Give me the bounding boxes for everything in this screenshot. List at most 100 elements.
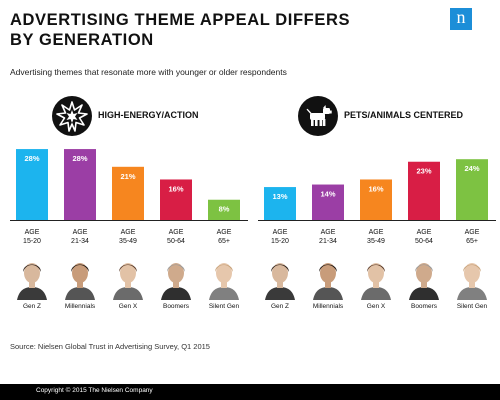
- age-label: AGE 35-49: [356, 228, 396, 246]
- generation-label: Silent Gen: [456, 303, 488, 310]
- generation-item: Silent Gen: [204, 256, 244, 318]
- age-label-range: 35-49: [119, 238, 137, 245]
- person-portrait-icon: [313, 263, 343, 300]
- subtitle: Advertising themes that resonate more wi…: [10, 67, 287, 77]
- generation-item: Boomers: [404, 256, 444, 318]
- age-label: AGE 21-34: [308, 228, 348, 246]
- generation-label: Silent Gen: [208, 303, 240, 310]
- logo-letter: n: [456, 7, 466, 27]
- starburst-icon: [52, 96, 92, 136]
- generation-label: Gen Z: [22, 303, 42, 310]
- bar-value-label: 24%: [464, 164, 479, 173]
- footer-bar: Copyright © 2015 The Nielsen Company: [0, 384, 500, 400]
- age-label-range: 21-34: [319, 238, 337, 245]
- page-title: ADVERTISING THEME APPEAL DIFFERS BY GENE…: [10, 10, 350, 50]
- generation-item: Gen Z: [12, 256, 52, 318]
- age-label-range: 65+: [466, 238, 478, 245]
- generation-item: Millennials: [308, 256, 348, 318]
- age-label: AGE 50-64: [404, 228, 444, 246]
- bar-value-label: 28%: [72, 154, 87, 163]
- generation-label: Gen Z: [270, 303, 290, 310]
- bar-chart-high-energy: 28% 28% 21% 16% 8%: [10, 149, 248, 221]
- age-label-prefix: AGE: [72, 229, 88, 236]
- age-label-range: 50-64: [415, 238, 433, 245]
- age-labels: AGE 15-20 AGE 21-34 AGE 35-49 AGE 50-64 AGE 65+: [10, 228, 242, 250]
- age-label: AGE 35-49: [108, 228, 148, 246]
- age-label: AGE 21-34: [60, 228, 100, 246]
- copyright-text: Copyright © 2015 The Nielsen Company: [36, 387, 153, 394]
- person-portrait-icon: [161, 263, 191, 300]
- person-portrait-icon: [457, 263, 487, 300]
- age-label-prefix: AGE: [120, 229, 136, 236]
- panel-pets-animals: PETS/ANIMALS CENTERED 13% 14% 16% 23% 24% AG…: [258, 96, 496, 328]
- bar: [112, 166, 144, 220]
- generation-portraits: Gen Z Millennials Gen X Boomers Silent Gen: [10, 256, 242, 318]
- bar-value-label: 28%: [24, 154, 39, 163]
- age-label: AGE 15-20: [12, 228, 52, 246]
- generation-label: Boomers: [162, 303, 189, 310]
- age-label: AGE 50-64: [156, 228, 196, 246]
- bar: [456, 159, 488, 220]
- title-line-1: ADVERTISING THEME APPEAL DIFFERS: [10, 11, 351, 29]
- age-label-prefix: AGE: [320, 229, 336, 236]
- age-label: AGE 65+: [452, 228, 492, 246]
- age-labels: AGE 15-20 AGE 21-34 AGE 35-49 AGE 50-64 AGE 65+: [258, 228, 490, 250]
- source-note: Source: Nielsen Global Trust in Advertis…: [10, 342, 210, 351]
- bar-value-label: 21%: [120, 172, 135, 181]
- age-label-prefix: AGE: [216, 229, 232, 236]
- generation-item: Gen Z: [260, 256, 300, 318]
- age-label-range: 35-49: [367, 238, 385, 245]
- bar-value-label: 13%: [272, 192, 287, 201]
- bar-value-label: 8%: [219, 205, 230, 214]
- person-portrait-icon: [65, 263, 95, 300]
- panel-high-energy: HIGH-ENERGY/ACTION 28% 28% 21% 16% 8% AGE 15-…: [10, 96, 248, 328]
- title-line-2: BY GENERATION: [10, 31, 154, 49]
- age-label: AGE 65+: [204, 228, 244, 246]
- generation-item: Gen X: [356, 256, 396, 318]
- bar: [408, 161, 440, 220]
- age-label-prefix: AGE: [368, 229, 384, 236]
- generation-portraits: Gen Z Millennials Gen X Boomers Silent Gen: [258, 256, 490, 318]
- bar: [264, 187, 296, 220]
- chart-title: PETS/ANIMALS CENTERED: [344, 110, 464, 120]
- age-label-prefix: AGE: [272, 229, 288, 236]
- bar: [360, 179, 392, 220]
- generation-label: Gen X: [118, 303, 138, 310]
- age-label-range: 15-20: [23, 238, 41, 245]
- generation-label: Millennials: [64, 303, 96, 310]
- generation-item: Silent Gen: [452, 256, 492, 318]
- dog-icon: [298, 96, 338, 136]
- age-label: AGE 15-20: [260, 228, 300, 246]
- age-label-prefix: AGE: [416, 229, 432, 236]
- generation-label: Millennials: [312, 303, 344, 310]
- person-portrait-icon: [265, 263, 295, 300]
- generation-item: Gen X: [108, 256, 148, 318]
- age-label-range: 15-20: [271, 238, 289, 245]
- bar-value-label: 14%: [320, 190, 335, 199]
- bar: [16, 149, 48, 220]
- bar-value-label: 23%: [416, 167, 431, 176]
- person-portrait-icon: [17, 263, 47, 300]
- generation-label: Gen X: [366, 303, 386, 310]
- person-portrait-icon: [209, 263, 239, 300]
- bar-value-label: 16%: [368, 184, 383, 193]
- age-label-prefix: AGE: [464, 229, 480, 236]
- bar-chart-pets-animals: 13% 14% 16% 23% 24%: [258, 159, 496, 221]
- bar: [312, 184, 344, 220]
- age-label-prefix: AGE: [168, 229, 184, 236]
- bar: [208, 199, 240, 220]
- generation-label: Boomers: [410, 303, 437, 310]
- bar-value-label: 16%: [168, 184, 183, 193]
- person-portrait-icon: [361, 263, 391, 300]
- bar: [64, 149, 96, 220]
- person-portrait-icon: [409, 263, 439, 300]
- generation-item: Boomers: [156, 256, 196, 318]
- bar: [160, 179, 192, 220]
- generation-item: Millennials: [60, 256, 100, 318]
- age-label-range: 65+: [218, 238, 230, 245]
- age-label-range: 50-64: [167, 238, 185, 245]
- age-label-prefix: AGE: [24, 229, 40, 236]
- nielsen-logo: n: [450, 8, 472, 30]
- person-portrait-icon: [113, 263, 143, 300]
- chart-title: HIGH-ENERGY/ACTION: [98, 110, 199, 120]
